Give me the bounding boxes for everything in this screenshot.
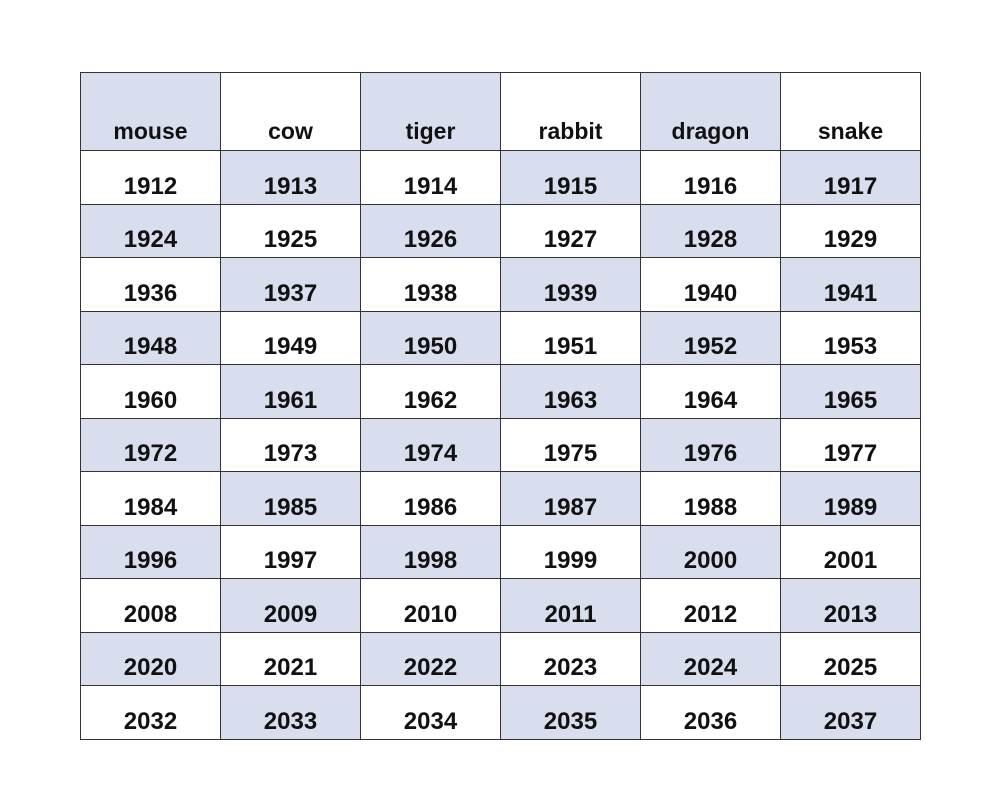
year-cell: 1917 xyxy=(780,150,921,205)
year-cell: 1950 xyxy=(360,310,501,365)
year-cell: 2010 xyxy=(360,578,501,633)
year-cell: 1972 xyxy=(80,417,221,472)
year-cell: 1962 xyxy=(360,364,501,419)
table-row: 1996 1997 1998 1999 2000 2001 xyxy=(80,524,921,579)
table-row: 2032 2033 2034 2035 2036 2037 xyxy=(80,685,921,740)
year-cell: 1927 xyxy=(500,203,641,258)
year-cell: 1985 xyxy=(220,471,361,526)
year-cell: 1953 xyxy=(780,310,921,365)
year-cell: 2021 xyxy=(220,631,361,686)
year-cell: 1913 xyxy=(220,150,361,205)
year-cell: 1964 xyxy=(640,364,781,419)
year-cell: 2013 xyxy=(780,578,921,633)
column-header-cow: cow xyxy=(220,72,361,151)
year-cell: 2008 xyxy=(80,578,221,633)
year-cell: 1916 xyxy=(640,150,781,205)
year-cell: 1997 xyxy=(220,524,361,579)
table-row: 2020 2021 2022 2023 2024 2025 xyxy=(80,631,921,686)
year-cell: 1937 xyxy=(220,257,361,312)
year-cell: 1925 xyxy=(220,203,361,258)
year-cell: 1974 xyxy=(360,417,501,472)
column-header-tiger: tiger xyxy=(360,72,501,151)
year-cell: 1999 xyxy=(500,524,641,579)
year-cell: 1928 xyxy=(640,203,781,258)
year-cell: 1926 xyxy=(360,203,501,258)
year-cell: 2032 xyxy=(80,685,221,740)
column-header-mouse: mouse xyxy=(80,72,221,151)
year-cell: 2000 xyxy=(640,524,781,579)
year-cell: 1986 xyxy=(360,471,501,526)
year-cell: 2025 xyxy=(780,631,921,686)
year-cell: 2024 xyxy=(640,631,781,686)
year-cell: 1938 xyxy=(360,257,501,312)
year-cell: 1929 xyxy=(780,203,921,258)
year-cell: 1975 xyxy=(500,417,641,472)
year-cell: 1963 xyxy=(500,364,641,419)
year-cell: 1996 xyxy=(80,524,221,579)
year-cell: 1965 xyxy=(780,364,921,419)
year-cell: 2035 xyxy=(500,685,641,740)
year-cell: 1936 xyxy=(80,257,221,312)
year-cell: 1940 xyxy=(640,257,781,312)
year-cell: 1949 xyxy=(220,310,361,365)
column-header-dragon: dragon xyxy=(640,72,781,151)
year-cell: 2020 xyxy=(80,631,221,686)
year-cell: 2012 xyxy=(640,578,781,633)
table-row: 1912 1913 1914 1915 1916 1917 xyxy=(80,150,921,205)
year-cell: 1998 xyxy=(360,524,501,579)
year-cell: 1939 xyxy=(500,257,641,312)
year-cell: 1987 xyxy=(500,471,641,526)
zodiac-year-table: mouse cow tiger rabbit dragon snake 1912 1913 1… xyxy=(80,72,921,740)
year-cell: 1977 xyxy=(780,417,921,472)
year-cell: 2033 xyxy=(220,685,361,740)
year-cell: 1960 xyxy=(80,364,221,419)
year-cell: 1976 xyxy=(640,417,781,472)
year-cell: 1988 xyxy=(640,471,781,526)
year-cell: 1915 xyxy=(500,150,641,205)
year-cell: 1984 xyxy=(80,471,221,526)
table-row: 1924 1925 1926 1927 1928 1929 xyxy=(80,203,921,258)
column-header-rabbit: rabbit xyxy=(500,72,641,151)
header-row: mouse cow tiger rabbit dragon snake xyxy=(80,72,921,151)
year-cell: 2034 xyxy=(360,685,501,740)
year-cell: 2011 xyxy=(500,578,641,633)
year-cell: 2022 xyxy=(360,631,501,686)
table-row: 2008 2009 2010 2011 2012 2013 xyxy=(80,578,921,633)
year-cell: 2037 xyxy=(780,685,921,740)
year-cell: 1914 xyxy=(360,150,501,205)
year-cell: 1961 xyxy=(220,364,361,419)
year-cell: 1912 xyxy=(80,150,221,205)
year-cell: 1973 xyxy=(220,417,361,472)
table-row: 1972 1973 1974 1975 1976 1977 xyxy=(80,417,921,472)
year-cell: 1948 xyxy=(80,310,221,365)
table-row: 1984 1985 1986 1987 1988 1989 xyxy=(80,471,921,526)
column-header-snake: snake xyxy=(780,72,921,151)
year-cell: 1952 xyxy=(640,310,781,365)
table-row: 1936 1937 1938 1939 1940 1941 xyxy=(80,257,921,312)
year-cell: 1924 xyxy=(80,203,221,258)
year-cell: 2036 xyxy=(640,685,781,740)
table-row: 1948 1949 1950 1951 1952 1953 xyxy=(80,310,921,365)
year-cell: 1951 xyxy=(500,310,641,365)
table-row: 1960 1961 1962 1963 1964 1965 xyxy=(80,364,921,419)
year-cell: 1989 xyxy=(780,471,921,526)
year-cell: 1941 xyxy=(780,257,921,312)
year-cell: 2023 xyxy=(500,631,641,686)
year-cell: 2009 xyxy=(220,578,361,633)
year-cell: 2001 xyxy=(780,524,921,579)
